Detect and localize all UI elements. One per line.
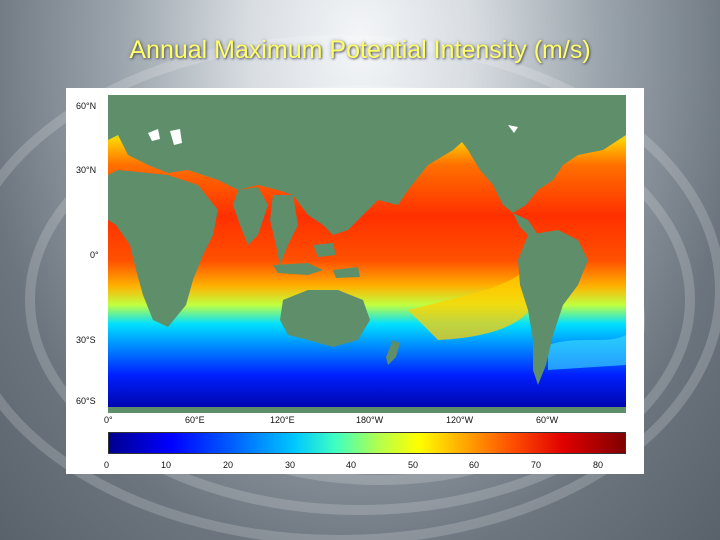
antarctica-edge [108,407,626,413]
ice-spot [170,129,182,145]
great-lakes-spot [508,125,518,133]
colorbar-tick-10: 10 [161,460,172,470]
colorbar-tick-80: 80 [593,460,604,470]
colorbar-tick-70: 70 [531,460,542,470]
lat-label-60s: 60°S [76,396,96,406]
australia-landmass [280,290,370,347]
lon-label-120w: 120°W [446,415,474,425]
south-america-landmass [518,230,588,385]
slide-title: Annual Maximum Potential Intensity (m/s) [129,36,591,64]
colorbar-tick-60: 60 [469,460,480,470]
lat-label-equator: 0° [90,250,99,260]
lon-label-0: 0° [104,415,113,425]
lon-label-120e: 120°E [270,415,295,425]
central-america [513,213,538,240]
indonesia-islands [273,243,360,278]
japan [343,157,358,187]
lat-label-30s: 30°S [76,335,96,345]
colorbar-tick-30: 30 [285,460,296,470]
southeast-asia-landmass [270,195,298,265]
africa-landmass [108,170,218,327]
south-atlantic-cool [548,335,626,370]
lat-label-60n: 60°N [76,101,97,111]
lon-label-60w: 60°W [536,415,559,425]
colorbar-tick-50: 50 [408,460,419,470]
colorbar-tick-20: 20 [223,460,234,470]
colorbar [108,432,626,454]
east-pacific-cool-tongue [408,265,537,340]
lat-label-30n: 30°N [76,165,97,175]
potential-intensity-map [108,95,626,413]
new-zealand [386,340,400,365]
colorbar-tick-0: 0 [104,460,110,470]
colorbar-tick-40: 40 [346,460,357,470]
eurasia-landmass [108,95,470,235]
caspian-spot [148,129,160,141]
lon-label-60e: 60°E [185,415,205,425]
lon-label-180w: 180°W [356,415,384,425]
india-landmass [233,187,268,245]
north-america-landmass [438,95,626,213]
